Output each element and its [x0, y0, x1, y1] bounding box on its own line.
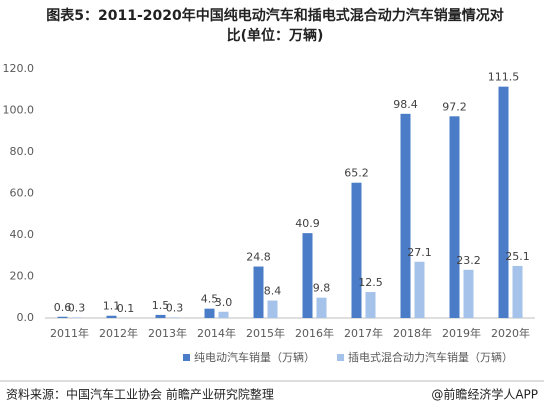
bar [449, 116, 460, 318]
value-label: 65.2 [344, 167, 369, 180]
bar [71, 317, 82, 318]
chart-title: 图表5：2011-2020年中国纯电动汽车和插电式混合动力汽车销量情况对比(单位… [46, 8, 504, 44]
value-label: 1.5 [152, 299, 170, 312]
bar [498, 86, 509, 318]
x-tick-label: 2020年 [491, 326, 530, 340]
bar [302, 233, 313, 318]
y-tick-label: 80.0 [10, 145, 35, 158]
value-label: 0.3 [68, 301, 86, 314]
value-label: 8.4 [264, 285, 282, 298]
value-label: 12.5 [358, 276, 383, 289]
bar [316, 297, 327, 318]
x-tick-label: 2019年 [442, 326, 481, 340]
bar [253, 266, 264, 318]
x-tick-label: 2015年 [246, 326, 285, 340]
value-label: 9.8 [313, 282, 331, 295]
value-label: 111.5 [488, 71, 520, 84]
bar [463, 269, 474, 318]
bar [400, 113, 411, 318]
x-tick-label: 2016年 [295, 326, 334, 340]
value-label: 27.1 [407, 246, 432, 259]
y-tick-label: 0.0 [17, 311, 35, 324]
x-tick-label: 2017年 [344, 326, 383, 340]
value-label: 4.5 [201, 293, 219, 306]
legend-label: 纯电动汽车销量（万辆） [194, 350, 315, 364]
value-label: 97.2 [442, 100, 467, 113]
bar [106, 315, 117, 318]
x-tick-label: 2018年 [393, 326, 432, 340]
bar [57, 316, 68, 318]
bar [351, 182, 362, 318]
value-label: 24.8 [246, 251, 271, 264]
y-tick-label: 120.0 [3, 62, 35, 75]
bar [512, 265, 523, 318]
value-label: 3.0 [215, 296, 233, 309]
source: 资料来源：中国汽车工业协会 前瞻产业研究院整理 [6, 387, 274, 402]
legend-swatch [183, 354, 190, 361]
y-tick-label: 20.0 [10, 270, 35, 283]
legend-swatch [337, 354, 344, 361]
bar [414, 261, 425, 318]
bar [155, 314, 166, 318]
bar [169, 317, 180, 318]
x-tick-label: 2012年 [99, 326, 138, 340]
bar [365, 292, 376, 318]
y-tick-label: 60.0 [10, 187, 35, 200]
value-label: 25.1 [505, 250, 530, 263]
bar [267, 300, 278, 318]
bar [204, 308, 215, 318]
y-tick-label: 40.0 [10, 228, 35, 241]
value-label: 98.4 [393, 98, 418, 111]
value-label: 40.9 [295, 217, 320, 230]
bar [218, 311, 229, 318]
value-label: 0.1 [117, 302, 135, 315]
x-tick-label: 2013年 [148, 326, 187, 340]
value-label: 0.3 [166, 301, 184, 314]
credit: @前瞻经济学人APP [431, 387, 538, 402]
value-label: 23.2 [456, 254, 481, 267]
x-tick-label: 2011年 [50, 326, 89, 340]
value-label: 1.1 [103, 300, 121, 313]
value-label: 0.6 [54, 301, 72, 314]
legend-label: 插电式混合动力汽车销量（万辆） [348, 350, 513, 364]
y-tick-label: 100.0 [3, 104, 35, 117]
x-tick-label: 2014年 [197, 326, 236, 340]
